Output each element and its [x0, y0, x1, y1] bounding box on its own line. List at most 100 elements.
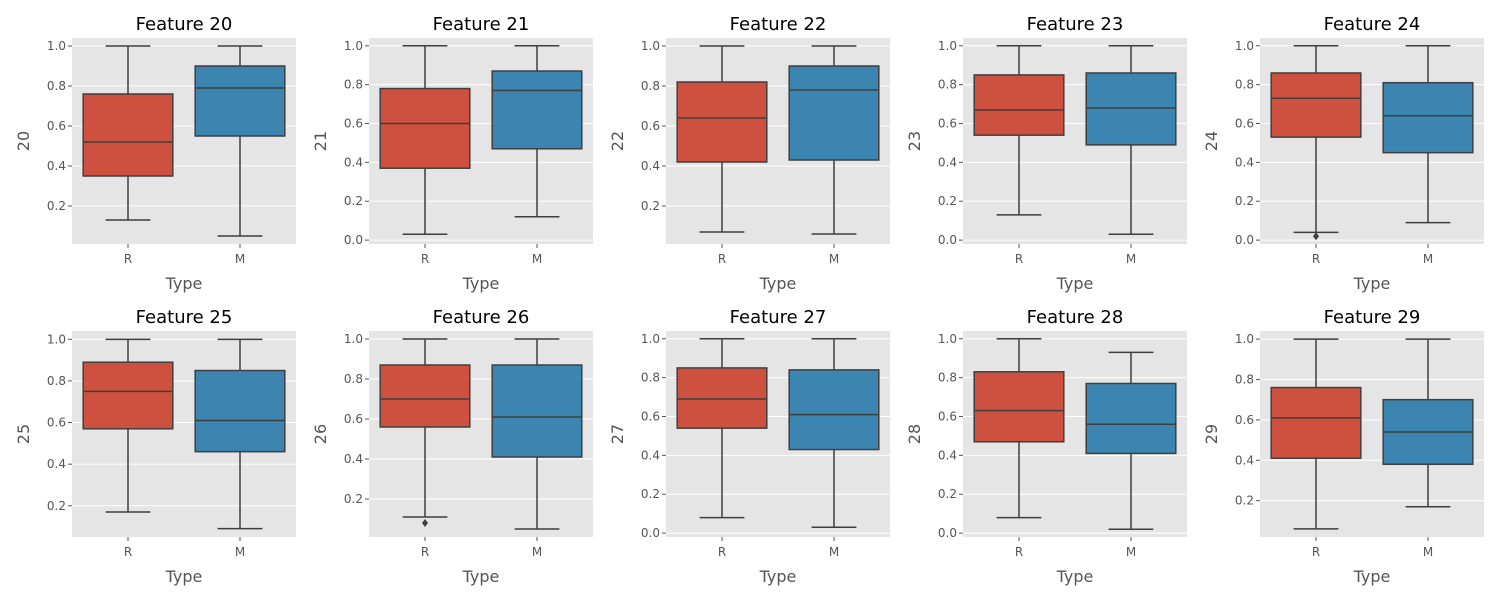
iqr-box — [1085, 382, 1177, 455]
x-axis-label: Type — [759, 567, 797, 586]
chart-panel: 0.0 0.2 0.4 0.6 0.8 1.0 R M Feature 24 Type 24 — [1202, 14, 1484, 293]
chart-panel: 0.2 0.4 0.6 0.8 1.0 R M Feature 25 Type 25 — [14, 307, 296, 586]
y-tick-label: 0.6 — [344, 117, 363, 131]
chart-panel: 0.2 0.4 0.6 0.8 1.0 R M Feature 26 Type 26 — [311, 307, 593, 586]
y-tick-label: 0.8 — [47, 79, 66, 93]
y-tick-label: 0.8 — [1235, 78, 1254, 92]
outlier-point — [422, 519, 428, 527]
box-R — [82, 45, 174, 221]
y-axis-label: 20 — [14, 131, 33, 151]
y-tick-label: 0.4 — [641, 159, 660, 173]
y-tick-label: 0.2 — [47, 499, 66, 513]
box-R — [973, 45, 1065, 216]
y-tick-label: 0.0 — [938, 526, 957, 540]
y-tick-label: 0.4 — [1235, 453, 1254, 467]
y-tick-label: 1.0 — [641, 39, 660, 53]
box-R — [1270, 45, 1362, 241]
y-axis-label: 24 — [1202, 131, 1221, 151]
x-tick-label: R — [124, 252, 132, 266]
x-tick-label: M — [1423, 252, 1433, 266]
y-tick-label: 0.6 — [938, 410, 957, 424]
y-axis-label: 27 — [608, 424, 627, 444]
x-tick-label: M — [235, 545, 245, 559]
box-R — [676, 45, 768, 233]
y-tick-label: 0.4 — [938, 448, 957, 462]
y-tick-label: 0.4 — [1235, 155, 1254, 169]
x-tick-label: M — [1126, 545, 1136, 559]
chart-panel: 0.0 0.2 0.4 0.6 0.8 1.0 R M Feature 21 Type 21 — [311, 14, 593, 293]
x-axis-label: Type — [1056, 567, 1094, 586]
y-tick-label: 0.2 — [1235, 494, 1254, 508]
x-tick-label: R — [421, 545, 429, 559]
y-tick-label: 1.0 — [344, 332, 363, 346]
box-M — [1382, 45, 1474, 224]
y-axis-label: 26 — [311, 424, 330, 444]
y-tick-label: 0.0 — [641, 526, 660, 540]
iqr-box — [194, 65, 286, 137]
y-tick-label: 0.4 — [47, 159, 66, 173]
iqr-box — [1382, 81, 1474, 154]
box-R — [82, 338, 174, 513]
x-axis-label: Type — [1353, 274, 1391, 293]
y-tick-label: 1.0 — [344, 39, 363, 53]
box-M — [788, 338, 880, 529]
y-tick-label: 0.2 — [1235, 194, 1254, 208]
iqr-box — [788, 369, 880, 451]
y-tick-label: 0.6 — [1235, 413, 1254, 427]
y-axis-label: 21 — [311, 131, 330, 151]
chart-panel: 0.2 0.4 0.6 0.8 1.0 R M Feature 29 Type 29 — [1202, 307, 1484, 586]
y-tick-label: 0.6 — [1235, 117, 1254, 131]
x-tick-label: R — [1015, 545, 1023, 559]
iqr-box — [676, 81, 768, 163]
iqr-box — [973, 371, 1065, 443]
y-tick-label: 0.4 — [344, 155, 363, 169]
x-tick-label: M — [1423, 545, 1433, 559]
y-axis-label: 28 — [905, 424, 924, 444]
y-tick-label: 1.0 — [938, 332, 957, 346]
y-tick-label: 0.6 — [641, 119, 660, 133]
y-tick-label: 0.2 — [641, 199, 660, 213]
iqr-box — [82, 361, 174, 430]
box-R — [973, 338, 1065, 519]
y-tick-label: 0.2 — [938, 487, 957, 501]
box-R — [379, 45, 471, 236]
y-tick-label: 0.6 — [47, 119, 66, 133]
y-tick-label: 0.8 — [641, 79, 660, 93]
y-tick-label: 0.0 — [1235, 233, 1254, 247]
y-tick-label: 0.6 — [938, 117, 957, 131]
x-tick-label: R — [1312, 252, 1320, 266]
iqr-box — [1270, 386, 1362, 459]
y-tick-label: 0.4 — [938, 155, 957, 169]
y-tick-label: 0.6 — [344, 412, 363, 426]
iqr-box — [1270, 72, 1362, 138]
chart-title: Feature 26 — [433, 307, 530, 328]
y-tick-label: 0.8 — [938, 78, 957, 92]
iqr-box — [194, 369, 286, 453]
y-tick-label: 0.8 — [344, 372, 363, 386]
x-tick-label: R — [1312, 545, 1320, 559]
chart-title: Feature 23 — [1027, 14, 1124, 35]
x-tick-label: M — [532, 252, 542, 266]
x-tick-label: R — [421, 252, 429, 266]
iqr-box — [1085, 72, 1177, 146]
y-axis-label: 23 — [905, 131, 924, 151]
y-tick-label: 1.0 — [1235, 332, 1254, 346]
chart-title: Feature 24 — [1324, 14, 1421, 35]
box-M — [1085, 45, 1177, 236]
chart-title: Feature 21 — [433, 14, 530, 35]
chart-panel: 0.0 0.2 0.4 0.6 0.8 1.0 R M Feature 28 Type 28 — [905, 307, 1187, 586]
iqr-box — [379, 364, 471, 428]
chart-panel: 0.2 0.4 0.6 0.8 1.0 R M Feature 20 Type 20 — [14, 14, 296, 293]
y-tick-label: 0.2 — [344, 194, 363, 208]
iqr-box — [82, 93, 174, 177]
y-tick-label: 1.0 — [47, 39, 66, 53]
x-axis-label: Type — [462, 567, 500, 586]
iqr-box — [379, 87, 471, 169]
iqr-box — [788, 65, 880, 161]
x-tick-label: R — [124, 545, 132, 559]
y-axis-label: 22 — [608, 131, 627, 151]
box-M — [491, 45, 583, 218]
y-tick-label: 0.8 — [938, 371, 957, 385]
chart-title: Feature 20 — [136, 14, 233, 35]
y-tick-label: 1.0 — [47, 332, 66, 346]
